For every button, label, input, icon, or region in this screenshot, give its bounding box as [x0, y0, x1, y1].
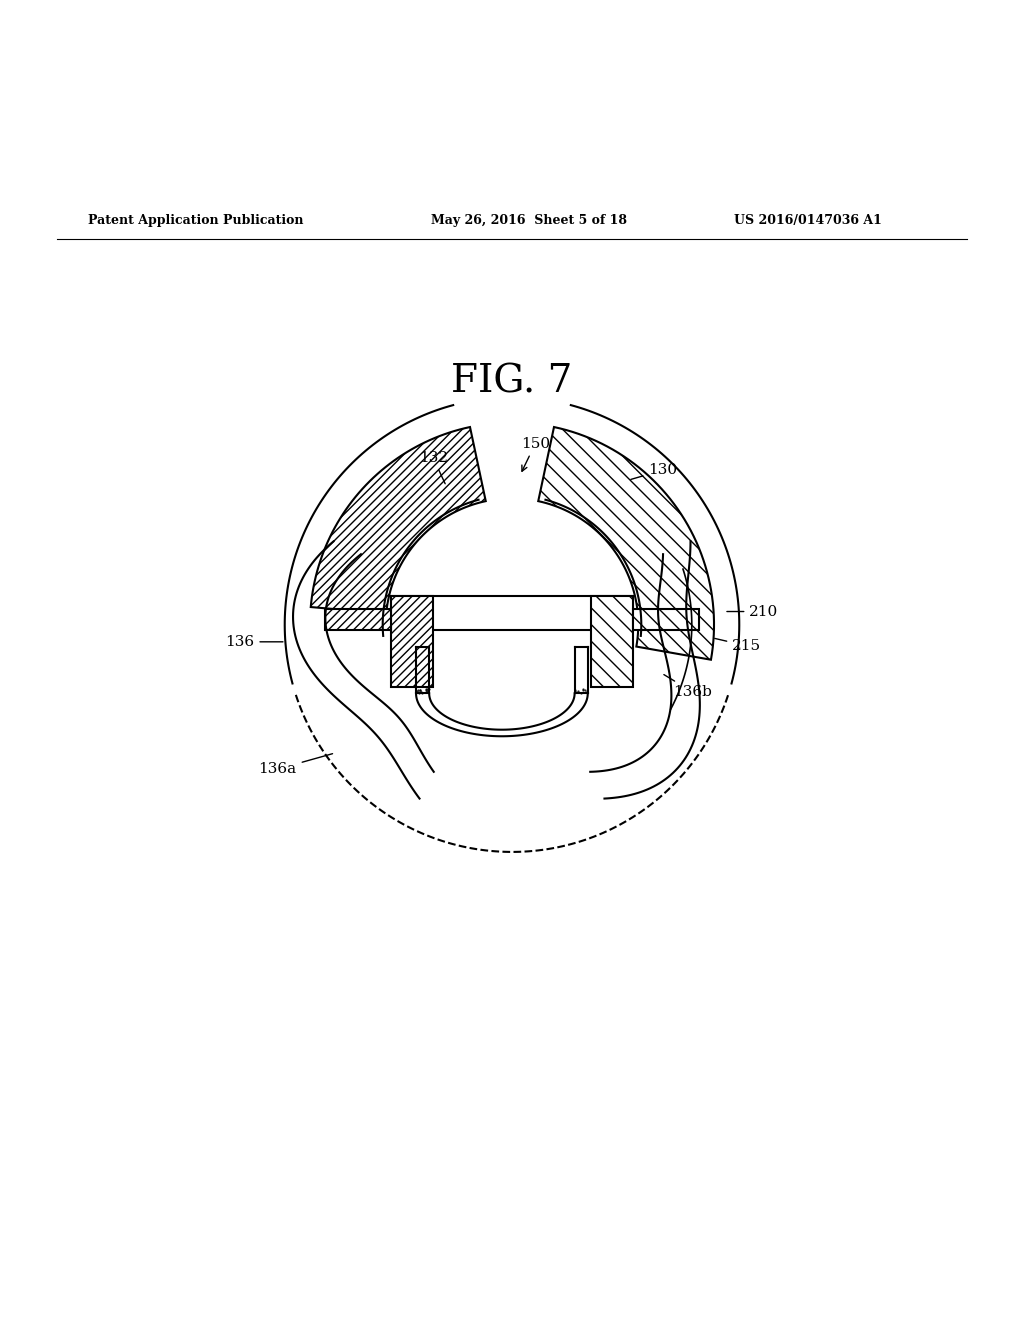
Polygon shape: [391, 597, 433, 688]
Polygon shape: [391, 597, 633, 630]
Text: US 2016/0147036 A1: US 2016/0147036 A1: [734, 214, 882, 227]
Polygon shape: [591, 597, 633, 688]
Text: 136b: 136b: [664, 675, 713, 700]
Text: FIG. 7: FIG. 7: [452, 364, 572, 401]
Text: 210: 210: [727, 605, 778, 619]
Polygon shape: [310, 428, 485, 614]
Text: 132: 132: [419, 451, 447, 483]
Polygon shape: [326, 610, 391, 630]
Text: 130: 130: [631, 463, 678, 479]
Text: 136a: 136a: [259, 754, 333, 776]
Text: 215: 215: [715, 639, 761, 653]
Polygon shape: [633, 610, 698, 630]
Text: Patent Application Publication: Patent Application Publication: [88, 214, 303, 227]
Polygon shape: [539, 428, 714, 660]
Text: May 26, 2016  Sheet 5 of 18: May 26, 2016 Sheet 5 of 18: [431, 214, 627, 227]
Text: 150: 150: [520, 437, 550, 471]
Text: 136: 136: [225, 635, 283, 649]
